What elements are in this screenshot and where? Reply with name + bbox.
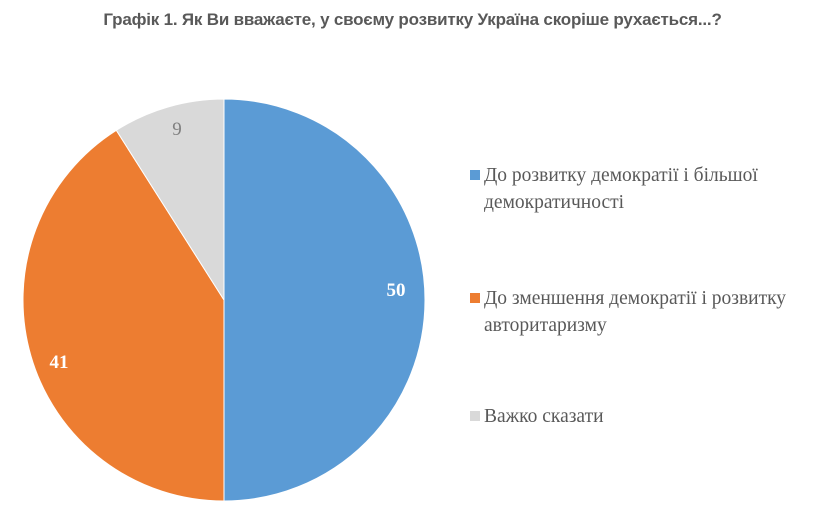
legend-swatch-grey (470, 411, 480, 421)
legend-label-line1: До зменшення демократії і розвитку (484, 288, 787, 309)
legend-label: Важко сказати (484, 406, 604, 427)
chart-title: Графік 1. Як Ви вважаєте, у своєму розви… (103, 10, 722, 29)
pie-slice-authoritarianism (22, 129, 225, 502)
pie-slice-democracy (223, 98, 426, 502)
legend-item-democracy: До розвитку демократії і більшої демокра… (470, 162, 825, 216)
legend-swatch-orange (470, 293, 480, 303)
legend-label-line1: До розвитку демократії і більшої (484, 165, 758, 186)
legend-label-line2: демократичності (484, 192, 625, 213)
data-label-blue: 50 (387, 280, 406, 301)
legend-label-line2: авторитаризму (484, 315, 607, 336)
legend-item-authoritarianism: До зменшення демократії і розвитку автор… (470, 285, 825, 339)
pie-slice-hard-to-say (115, 98, 225, 302)
legend-swatch-blue (470, 170, 480, 180)
data-label-orange: 41 (50, 352, 69, 373)
data-label-grey: 9 (172, 119, 182, 140)
legend-item-hard-to-say: Важко сказати (470, 403, 825, 430)
